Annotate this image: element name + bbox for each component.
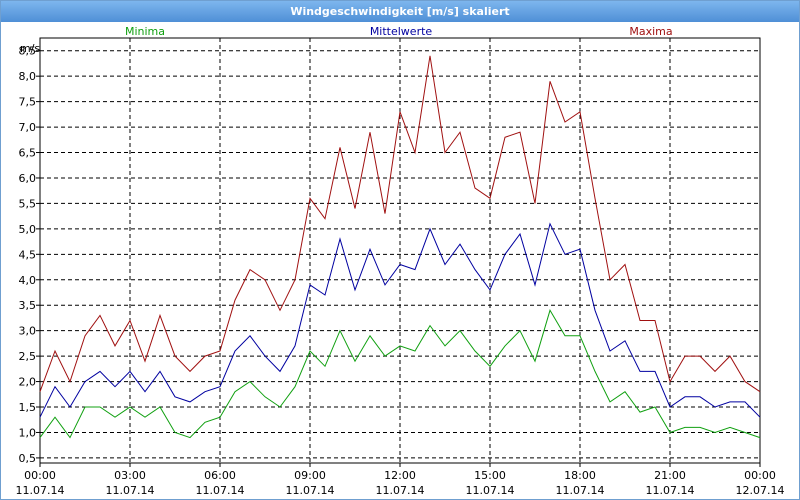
grid-lines xyxy=(40,38,760,463)
y-tick-label: 7,0 xyxy=(19,121,37,134)
x-tick-date-label: 12.07.14 xyxy=(736,484,785,497)
y-tick-label: 2,5 xyxy=(19,350,37,363)
x-tick-date-label: 11.07.14 xyxy=(646,484,695,497)
x-tick-date-label: 11.07.14 xyxy=(556,484,605,497)
x-axis: 00:00 11.07.14 03:00 11.07.14 06:00 11.07.14 0… xyxy=(16,463,785,497)
legend-entry-minima: Minima xyxy=(125,25,165,38)
series-line-mittelwerte xyxy=(39,222,761,418)
series-lines xyxy=(39,55,761,439)
y-tick-label: 4,5 xyxy=(19,248,37,261)
y-tick-label: 1,0 xyxy=(19,426,37,439)
legend-entry-mittelwerte: Mittelwerte xyxy=(370,25,433,38)
x-tick-time-label: 03:00 xyxy=(114,469,146,482)
chart-title: Windgeschwindigkeit [m/s] skaliert xyxy=(1,1,799,22)
y-tick-label: 5,0 xyxy=(19,223,37,236)
y-tick-label: 0,5 xyxy=(19,452,37,465)
x-tick-time-label: 09:00 xyxy=(294,469,326,482)
x-tick-date-label: 11.07.14 xyxy=(106,484,155,497)
series-line-minima xyxy=(39,309,761,439)
x-tick-time-label: 12:00 xyxy=(384,469,416,482)
x-tick-date-label: 11.07.14 xyxy=(286,484,335,497)
series-line-maxima xyxy=(39,55,761,393)
y-axis: 0,5 1,0 1,5 2,0 2,5 3,0 3,5 4,0 4,5 5,0 5,5 6,0 6,5 7… xyxy=(19,45,40,465)
x-tick-time-label: 06:00 xyxy=(204,469,236,482)
x-tick-date-label: 11.07.14 xyxy=(376,484,425,497)
x-tick-date-label: 11.07.14 xyxy=(16,484,65,497)
x-tick-date-label: 11.07.14 xyxy=(466,484,515,497)
y-tick-label: 6,0 xyxy=(19,172,37,185)
y-tick-label: 8,5 xyxy=(19,45,37,58)
y-tick-label: 3,5 xyxy=(19,299,37,312)
x-tick-date-label: 11.07.14 xyxy=(196,484,245,497)
y-axis-unit-label: m/s xyxy=(20,42,40,55)
x-tick-time-label: 18:00 xyxy=(564,469,596,482)
y-tick-label: 4,0 xyxy=(19,274,37,287)
legend-entry-maxima: Maxima xyxy=(629,25,672,38)
x-tick-time-label: 00:00 xyxy=(744,469,776,482)
y-tick-label: 7,5 xyxy=(19,96,37,109)
legend: Maxima Mittelwerte Minima xyxy=(125,25,673,38)
y-tick-label: 5,5 xyxy=(19,197,37,210)
y-tick-label: 1,5 xyxy=(19,401,37,414)
x-tick-time-label: 00:00 xyxy=(24,469,56,482)
y-tick-label: 2,0 xyxy=(19,376,37,389)
x-tick-time-label: 21:00 xyxy=(654,469,686,482)
x-tick-time-label: 15:00 xyxy=(474,469,506,482)
y-tick-label: 8,0 xyxy=(19,70,37,83)
y-tick-label: 6,5 xyxy=(19,147,37,160)
y-tick-label: 3,0 xyxy=(19,325,37,338)
